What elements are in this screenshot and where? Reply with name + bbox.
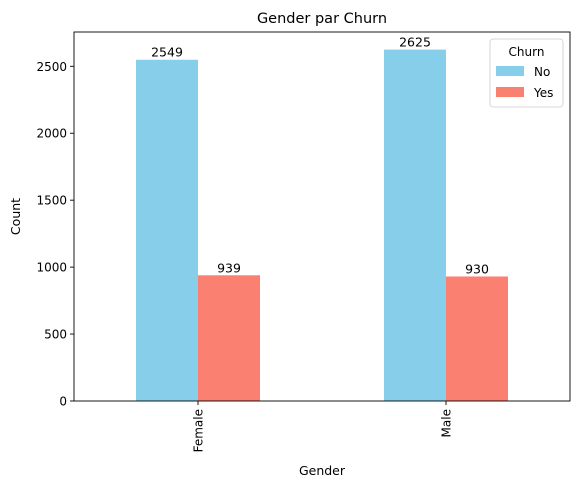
legend-title: Churn xyxy=(509,45,545,59)
bar-male-no xyxy=(384,49,446,401)
y-tick-label: 2000 xyxy=(36,127,67,141)
x-axis-ticks: Female Male xyxy=(192,401,454,452)
data-labels-group: 2549 939 2625 930 xyxy=(151,35,489,277)
y-tick-label: 0 xyxy=(59,395,67,409)
legend-label-no: No xyxy=(534,65,550,79)
y-tick-label: 500 xyxy=(44,328,67,342)
bar-female-yes xyxy=(198,275,260,401)
data-label-male-yes: 930 xyxy=(465,261,489,276)
y-tick-label: 1000 xyxy=(36,261,67,275)
x-axis-label: Gender xyxy=(299,463,346,478)
bar-male-yes xyxy=(446,276,508,401)
y-tick-label: 2500 xyxy=(36,60,67,74)
legend-label-yes: Yes xyxy=(533,86,553,100)
data-label-male-no: 2625 xyxy=(399,35,431,50)
x-tick-label-male: Male xyxy=(440,409,454,437)
data-label-female-yes: 939 xyxy=(217,260,241,275)
plot-frame xyxy=(73,31,571,402)
legend-swatch-yes xyxy=(496,87,524,97)
bar-female-no xyxy=(136,59,198,401)
bars-group xyxy=(136,49,508,401)
x-tick-label-female: Female xyxy=(192,409,206,452)
y-axis-ticks: 0 500 1000 1500 2000 2500 xyxy=(36,60,74,409)
y-tick-label: 1500 xyxy=(36,194,67,208)
y-axis-label: Count xyxy=(8,198,23,235)
legend-swatch-no xyxy=(496,66,524,76)
legend: Churn No Yes xyxy=(489,38,564,108)
chart-title: Gender par Churn xyxy=(257,11,387,27)
data-label-female-no: 2549 xyxy=(151,45,183,60)
